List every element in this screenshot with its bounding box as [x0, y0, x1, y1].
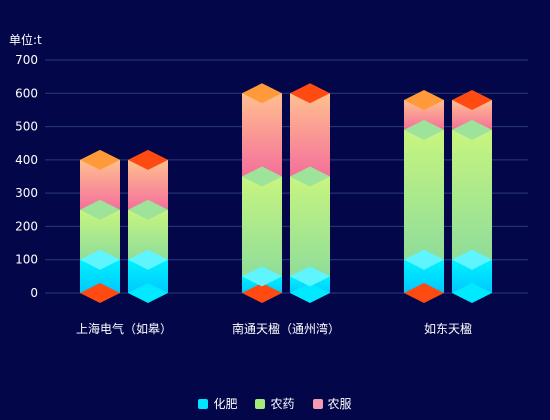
x-tick-label: 南通天楹（通州湾） [232, 321, 340, 336]
bar-segment-cap [242, 266, 282, 287]
legend-swatch-service [312, 398, 323, 409]
bar-segment-cap [80, 149, 120, 170]
legend-item-pesticide[interactable]: 农药 [255, 395, 295, 412]
legend-swatch-fertilizer [198, 398, 209, 409]
bar-segment-cap [404, 89, 444, 110]
bar-segment-cap [128, 249, 168, 270]
bar-segment[interactable] [452, 129, 492, 260]
bar-segment[interactable] [242, 176, 282, 277]
legend-label-service: 农服 [327, 397, 352, 411]
bar-segment-cap [128, 199, 168, 220]
bar-segment[interactable] [242, 93, 282, 177]
legend-label-pesticide: 农药 [270, 397, 295, 411]
y-tick-label: 0 [30, 286, 38, 300]
unit-label: 单位:t [9, 33, 42, 47]
bar-base-cap [128, 283, 168, 303]
grid [45, 59, 528, 294]
bar-segment-cap [452, 119, 492, 140]
y-tick-label: 100 [15, 253, 38, 267]
bar-segment-cap [290, 83, 330, 104]
bar-base-cap [404, 283, 444, 303]
legend-item-service[interactable]: 农服 [312, 395, 352, 412]
bar-base-cap [80, 283, 120, 303]
bar-segment-cap [242, 166, 282, 187]
bar-segment-cap [290, 266, 330, 287]
bar-base-cap [242, 283, 282, 303]
bar-segment-cap [404, 119, 444, 140]
bar-segment-cap [242, 83, 282, 104]
bar-segment-cap [452, 249, 492, 270]
y-tick-label: 400 [15, 153, 38, 167]
y-tick-label: 200 [15, 219, 38, 233]
bar-segment-cap [290, 166, 330, 187]
y-tick-label: 600 [15, 86, 38, 100]
legend-swatch-pesticide [255, 398, 266, 409]
legend-item-fertilizer[interactable]: 化肥 [198, 395, 237, 412]
x-tick-labels: 上海电气（如皋） 南通天楹（通州湾） 如东天楹 [76, 321, 472, 336]
bar-segment[interactable] [290, 93, 330, 177]
legend-label-fertilizer: 化肥 [213, 397, 238, 411]
bar-segment-cap [404, 249, 444, 270]
y-tick-label: 500 [15, 120, 38, 134]
legend: 化肥 农药 农服 [0, 395, 550, 412]
y-tick-labels: 0 100 200 300 400 500 600 700 [15, 53, 38, 300]
bar-segment[interactable] [404, 129, 444, 260]
x-tick-label: 上海电气（如皋） [76, 321, 172, 336]
bar-segment-cap [80, 249, 120, 270]
bar-base-cap [290, 283, 330, 303]
bars [80, 83, 492, 303]
bar-segment-cap [128, 149, 168, 170]
bar-segment-cap [452, 89, 492, 110]
y-tick-label: 300 [15, 186, 38, 200]
bar-segment-cap [80, 199, 120, 220]
bar-segment[interactable] [290, 176, 330, 277]
bar-base-cap [452, 283, 492, 303]
y-tick-label: 700 [15, 53, 38, 67]
x-tick-label: 如东天楹 [424, 321, 472, 336]
